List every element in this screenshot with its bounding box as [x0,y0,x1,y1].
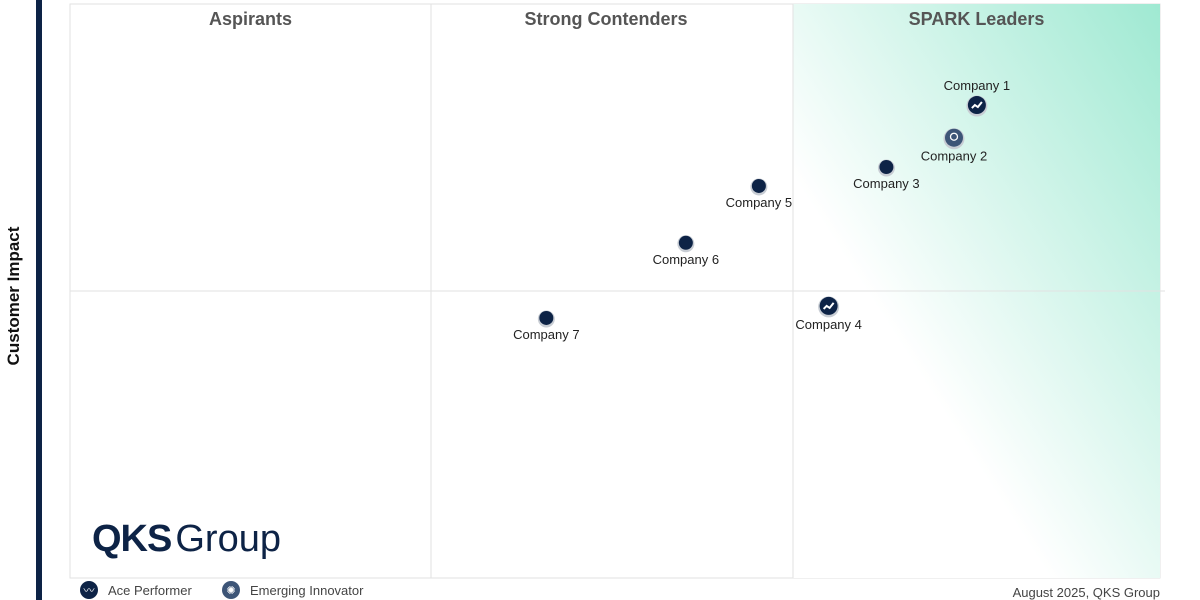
quadrant-label-spark-leaders: SPARK Leaders [908,9,1045,29]
point-marker [944,128,963,147]
lightbulb-icon: ✺ [222,581,240,599]
y-axis-label: Customer Impact [4,226,23,366]
point-label: Company 3 [853,176,919,191]
quadrant-label-strong-contenders: Strong Contenders [524,9,688,29]
point-marker [751,178,766,193]
data-point: Company 7 [513,310,580,342]
point-label: Company 4 [795,317,861,332]
data-point: Company 1 [944,78,1010,117]
footer-credit: August 2025, QKS Group [1012,585,1160,600]
left-axis-bar [36,0,42,600]
data-point: Company 2 [921,128,987,164]
data-point: Company 5 [726,178,792,210]
point-label: Company 1 [944,78,1010,93]
legend-label: Emerging Innovator [250,582,364,598]
trend-icon [822,302,835,310]
data-point: Company 3 [853,159,920,191]
lightbulb-icon [949,132,959,141]
qks-group-logo: QKS Group [92,518,281,561]
trend-icon [971,101,983,109]
point-label: Company 7 [513,327,579,342]
trend-icon: 〰 [80,581,98,599]
legend-emerging-innovator: ✺ Emerging Innovator [222,581,363,599]
point-marker [879,160,894,175]
point-label: Company 5 [726,195,792,210]
point-marker [967,96,986,115]
point-label: Company 6 [653,252,719,267]
point-marker [539,310,554,325]
point-marker [819,296,838,315]
point-marker [678,235,693,250]
logo-light: Group [175,518,281,560]
legend-ace-performer: 〰 Ace Performer [80,581,192,599]
legend-label: Ace Performer [108,582,192,598]
point-label: Company 2 [921,149,987,164]
logo-bold: QKS [92,518,172,560]
quadrant-label-aspirants: Aspirants [208,9,293,29]
data-point: Company 6 [653,235,719,267]
data-point: Company 4 [795,296,862,332]
